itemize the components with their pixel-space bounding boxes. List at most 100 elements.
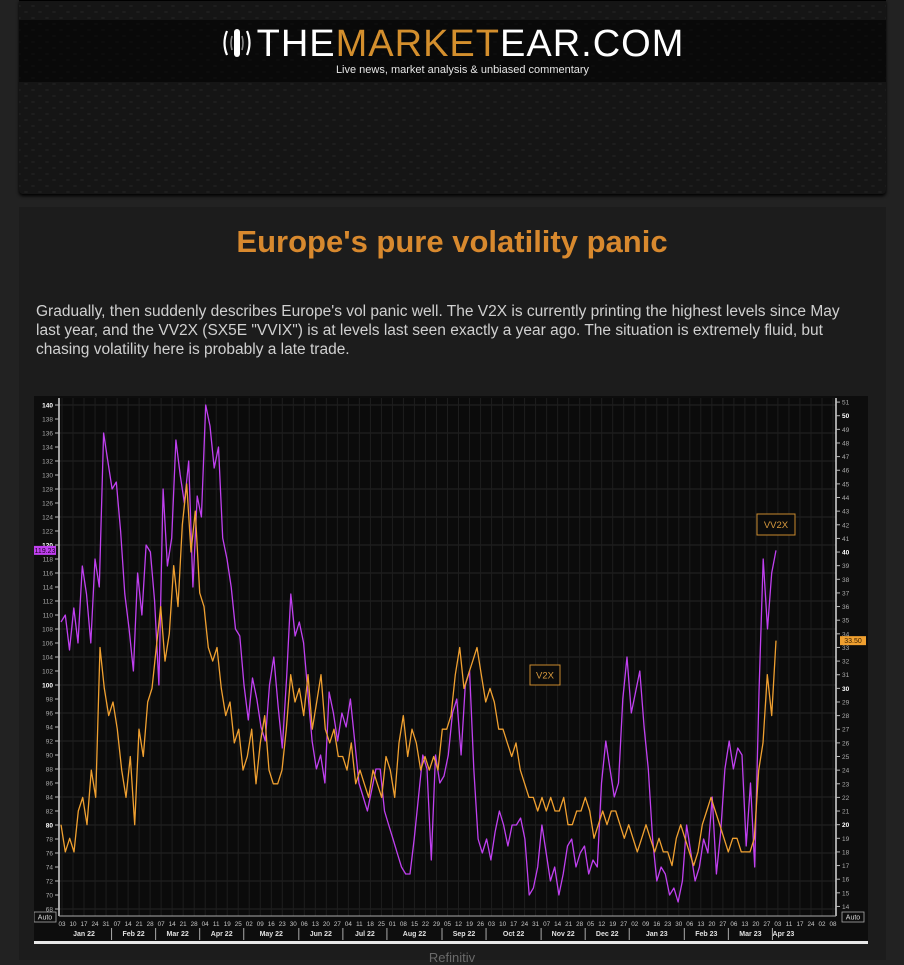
right-tick-label: 47 xyxy=(842,454,850,461)
x-month-label: Aug 22 xyxy=(403,931,426,938)
left-tick-label: 106 xyxy=(42,641,53,648)
right-tick-label: 30 xyxy=(842,686,850,693)
right-last-value-label: 33.50 xyxy=(844,638,862,645)
logo-band xyxy=(19,20,886,82)
x-day-tick-label: 02 xyxy=(818,921,826,928)
x-day-tick-label: 16 xyxy=(268,921,276,928)
site-header: THEMARKETEAR.COM Live news, market analy… xyxy=(19,0,886,194)
x-day-tick-label: 30 xyxy=(675,921,683,928)
x-day-tick-label: 04 xyxy=(345,921,353,928)
series-lines xyxy=(60,404,777,903)
x-day-tick-label: 14 xyxy=(169,921,177,928)
x-day-tick-label: 19 xyxy=(466,921,474,928)
left-tick-label: 92 xyxy=(46,739,54,746)
x-day-tick-label: 29 xyxy=(433,921,441,928)
right-tick-label: 25 xyxy=(842,754,850,761)
right-tick-label: 18 xyxy=(842,849,850,856)
x-month-label: Sep 22 xyxy=(453,931,476,938)
left-tick-label: 76 xyxy=(46,851,54,858)
x-day-tick-label: 03 xyxy=(774,921,782,928)
x-day-tick-label: 14 xyxy=(125,921,133,928)
right-tick-label: 20 xyxy=(842,822,850,829)
left-tick-label: 140 xyxy=(42,403,53,410)
left-tick-label: 96 xyxy=(46,711,54,718)
x-day-tick-label: 12 xyxy=(598,921,606,928)
left-tick-label: 132 xyxy=(42,459,53,466)
annotations: 119.23 33.50 VV2X V2X xyxy=(34,513,866,686)
left-tick-label: 128 xyxy=(42,487,53,494)
right-tick-label: 45 xyxy=(842,481,850,488)
right-tick-label: 17 xyxy=(842,863,850,870)
x-day-tick-label: 10 xyxy=(499,921,507,928)
x-day-tick-label: 17 xyxy=(796,921,804,928)
x-day-tick-label: 06 xyxy=(730,921,738,928)
right-tick-label: 27 xyxy=(842,727,850,734)
x-month-label: Feb 23 xyxy=(695,931,717,938)
logo-prefix: THE xyxy=(256,23,336,65)
x-day-tick-label: 14 xyxy=(554,921,562,928)
x-day-tick-label: 13 xyxy=(697,921,705,928)
right-tick-label: 48 xyxy=(842,440,850,447)
x-day-tick-label: 06 xyxy=(301,921,309,928)
x-day-tick-label: 16 xyxy=(653,921,661,928)
right-tick-label: 42 xyxy=(842,522,850,529)
right-tick-label: 49 xyxy=(842,427,850,434)
x-day-tick-label: 02 xyxy=(246,921,254,928)
logo-accent: MARKET xyxy=(335,23,500,65)
right-tick-label: 50 xyxy=(842,413,850,420)
annotation-box-v2x xyxy=(529,664,561,686)
left-tick-label: 88 xyxy=(46,767,54,774)
right-tick-label: 43 xyxy=(842,509,850,516)
right-tick-label: 51 xyxy=(842,400,850,407)
x-day-tick-label: 08 xyxy=(829,921,837,928)
right-tick-label: 33 xyxy=(842,645,850,652)
x-month-label: Apr 22 xyxy=(211,931,233,938)
x-day-tick-label: 03 xyxy=(488,921,496,928)
ear-logo-icon xyxy=(223,28,251,57)
x-month-label: Apr 23 xyxy=(773,931,795,938)
x-day-tick-label: 11 xyxy=(356,921,363,928)
x-day-tick-label: 20 xyxy=(708,921,716,928)
x-month-label: Feb 22 xyxy=(122,931,144,938)
left-tick-label: 72 xyxy=(46,879,54,886)
article-title: Europe's pure volatility panic xyxy=(236,224,668,259)
right-tick-label: 46 xyxy=(842,468,850,475)
x-day-tick-label: 08 xyxy=(400,921,408,928)
x-month-label: Jan 22 xyxy=(73,931,95,938)
x-day-tick-label: 17 xyxy=(510,921,518,928)
chart-grid xyxy=(59,398,836,916)
left-tick-label: 116 xyxy=(43,571,54,578)
x-day-tick-label: 05 xyxy=(444,921,452,928)
right-tick-label: 21 xyxy=(842,809,850,816)
x-month-label: Jan 23 xyxy=(646,931,668,938)
x-month-label: Dec 22 xyxy=(596,931,619,938)
x-day-tick-label: 24 xyxy=(807,921,815,928)
left-auto-box xyxy=(33,911,57,923)
x-day-tick-label: 25 xyxy=(378,921,386,928)
x-month-label: Jun 22 xyxy=(310,931,332,938)
x-day-tick-label: 21 xyxy=(136,921,144,928)
right-tick-label: 32 xyxy=(842,659,850,666)
x-day-tick-label: 13 xyxy=(741,921,749,928)
x-day-tick-label: 28 xyxy=(191,921,199,928)
annotation-label-vv2x: VV2X xyxy=(764,520,789,531)
left-tick-label: 110 xyxy=(43,613,54,620)
x-day-tick-label: 21 xyxy=(565,921,573,928)
x-day-tick-label: 21 xyxy=(180,921,188,928)
x-day-tick-label: 11 xyxy=(786,921,793,928)
x-month-label: Mar 23 xyxy=(739,931,761,938)
right-last-value-badge xyxy=(840,636,866,646)
x-day-tick-label: 02 xyxy=(631,921,639,928)
x-day-tick-label: 17 xyxy=(81,921,89,928)
x-day-tick-label: 28 xyxy=(147,921,155,928)
right-tick-label: 36 xyxy=(842,604,850,611)
left-tick-label: 98 xyxy=(46,697,54,704)
series-line-vv2x xyxy=(60,404,777,903)
x-day-tick-label: 30 xyxy=(290,921,298,928)
x-day-tick-label: 28 xyxy=(576,921,584,928)
x-day-tick-label: 07 xyxy=(158,921,166,928)
site-logo[interactable]: THEMARKETEAR.COM Live news, market analy… xyxy=(19,22,886,76)
left-tick-label: 86 xyxy=(46,781,54,788)
logo-wordmark: THEMARKETEAR.COM xyxy=(19,22,886,66)
right-tick-label: 39 xyxy=(842,563,850,570)
